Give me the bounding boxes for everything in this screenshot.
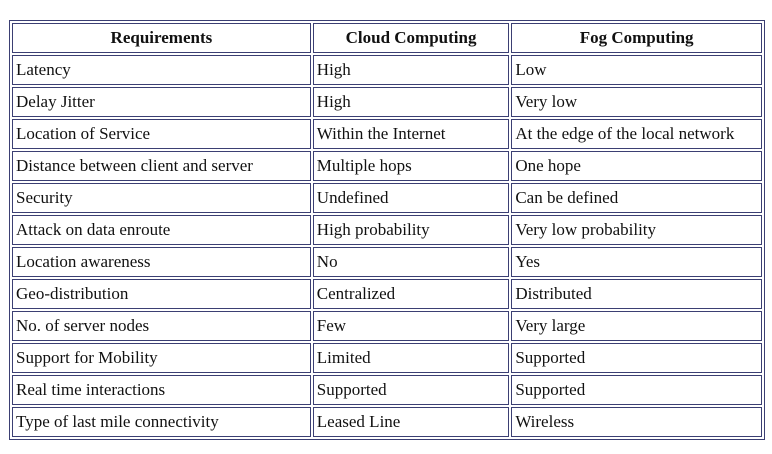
header-requirements: Requirements xyxy=(12,23,311,53)
requirement-cell: Type of last mile connectivity xyxy=(12,407,311,437)
table-row: Attack on data enroute High probability Ve… xyxy=(12,215,762,245)
cloud-computing-cell: Leased Line xyxy=(312,407,510,437)
cloud-computing-cell: Supported xyxy=(312,375,510,405)
table-row: Location awareness No Yes xyxy=(12,247,762,277)
requirement-cell: Security xyxy=(12,183,311,213)
table-row: Geo-distribution Centralized Distributed xyxy=(12,279,762,309)
table-body: Latency High Low Delay Jitter High Very low Lo… xyxy=(12,55,762,437)
table-header: Requirements Cloud Computing Fog Computi… xyxy=(12,23,762,53)
cloud-computing-cell: Within the Internet xyxy=(312,119,510,149)
table-row: Support for Mobility Limited Supported xyxy=(12,343,762,373)
cloud-computing-cell: High xyxy=(312,87,510,117)
requirement-cell: Delay Jitter xyxy=(12,87,311,117)
requirement-cell: Location awareness xyxy=(12,247,311,277)
fog-computing-cell: Very large xyxy=(511,311,762,341)
requirement-cell: Attack on data enroute xyxy=(12,215,311,245)
cloud-computing-cell: Undefined xyxy=(312,183,510,213)
cloud-computing-cell: No xyxy=(312,247,510,277)
requirement-cell: Support for Mobility xyxy=(12,343,311,373)
table-row: Distance between client and server Multip… xyxy=(12,151,762,181)
table-row: Location of Service Within the Internet At… xyxy=(12,119,762,149)
requirement-cell: Location of Service xyxy=(12,119,311,149)
table-row: No. of server nodes Few Very large xyxy=(12,311,762,341)
fog-computing-cell: Wireless xyxy=(511,407,762,437)
fog-computing-cell: One hope xyxy=(511,151,762,181)
table-row: Latency High Low xyxy=(12,55,762,85)
cloud-computing-cell: Centralized xyxy=(312,279,510,309)
fog-computing-cell: Very low xyxy=(511,87,762,117)
requirement-cell: Geo-distribution xyxy=(12,279,311,309)
fog-computing-cell: Low xyxy=(511,55,762,85)
fog-computing-cell: Supported xyxy=(511,375,762,405)
cloud-computing-cell: High probability xyxy=(312,215,510,245)
fog-computing-cell: Can be defined xyxy=(511,183,762,213)
fog-computing-cell: Very low probability xyxy=(511,215,762,245)
fog-computing-cell: At the edge of the local network xyxy=(511,119,762,149)
fog-computing-cell: Yes xyxy=(511,247,762,277)
requirement-cell: Latency xyxy=(12,55,311,85)
cloud-computing-cell: Few xyxy=(312,311,510,341)
table-row: Real time interactions Supported Supported xyxy=(12,375,762,405)
header-fog-computing: Fog Computing xyxy=(511,23,762,53)
header-cloud-computing: Cloud Computing xyxy=(312,23,510,53)
header-row: Requirements Cloud Computing Fog Computi… xyxy=(12,23,762,53)
cloud-computing-cell: Multiple hops xyxy=(312,151,510,181)
table-row: Type of last mile connectivity Leased Lin… xyxy=(12,407,762,437)
cloud-computing-cell: Limited xyxy=(312,343,510,373)
requirement-cell: Distance between client and server xyxy=(12,151,311,181)
fog-computing-cell: Distributed xyxy=(511,279,762,309)
cloud-computing-cell: High xyxy=(312,55,510,85)
table-row: Delay Jitter High Very low xyxy=(12,87,762,117)
fog-computing-cell: Supported xyxy=(511,343,762,373)
table-row: Security Undefined Can be defined xyxy=(12,183,762,213)
requirement-cell: No. of server nodes xyxy=(12,311,311,341)
comparison-table: Requirements Cloud Computing Fog Computi… xyxy=(9,20,765,440)
requirement-cell: Real time interactions xyxy=(12,375,311,405)
